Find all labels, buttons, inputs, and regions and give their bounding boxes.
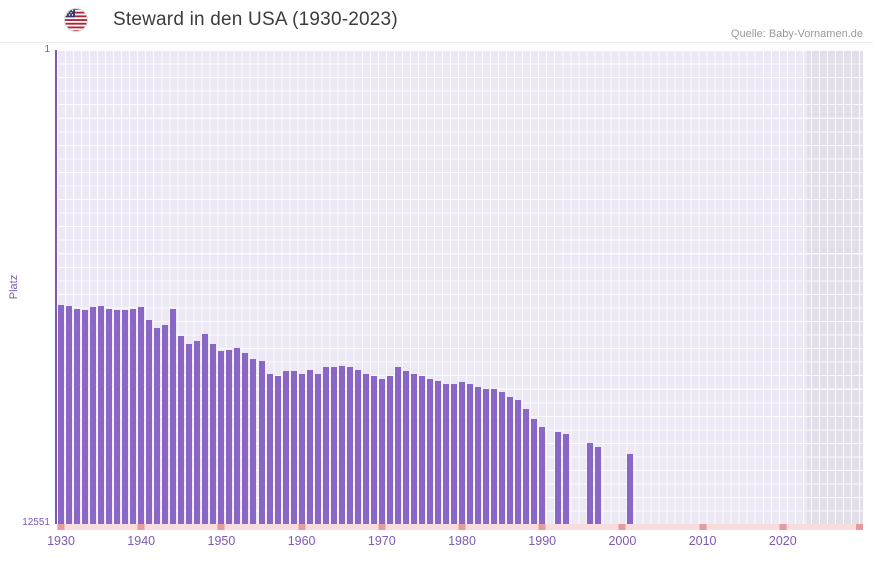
- bar-1984[interactable]: [491, 389, 498, 524]
- bar-1952[interactable]: [234, 347, 241, 524]
- bar-1956[interactable]: [266, 374, 273, 524]
- bar-1948[interactable]: [202, 334, 209, 524]
- x-tick-mark-2010: [699, 524, 707, 530]
- bar-1987[interactable]: [515, 399, 522, 524]
- bar-1961[interactable]: [306, 369, 313, 524]
- bar-1939[interactable]: [130, 308, 137, 524]
- x-tick-mark-2020: [779, 524, 787, 530]
- x-tick-1970: 1970: [367, 534, 396, 548]
- bar-1992[interactable]: [555, 431, 562, 524]
- bar-1936[interactable]: [106, 308, 113, 524]
- bar-1968[interactable]: [362, 374, 369, 524]
- bar-1942[interactable]: [154, 327, 161, 524]
- bar-1990[interactable]: [539, 427, 546, 524]
- bar-1931[interactable]: [66, 306, 73, 524]
- bar-1971[interactable]: [386, 376, 393, 524]
- bar-1986[interactable]: [507, 397, 514, 524]
- bar-1932[interactable]: [74, 308, 81, 524]
- bar-1949[interactable]: [210, 344, 217, 524]
- bar-2001[interactable]: [627, 454, 634, 524]
- bar-1996[interactable]: [587, 442, 594, 524]
- bar-1930[interactable]: [58, 304, 64, 524]
- bar-1950[interactable]: [218, 351, 225, 524]
- x-axis-labels: 1930 1940 1950 1960 1970 1980 1990 2000 2010 2020: [47, 534, 863, 552]
- x-tick-1980: 1980: [448, 534, 476, 548]
- bar-1935[interactable]: [98, 306, 105, 524]
- x-tick-1930: 1930: [47, 534, 75, 548]
- bar-1983[interactable]: [483, 389, 490, 524]
- bar-1982[interactable]: [475, 386, 482, 524]
- bar-1967[interactable]: [354, 369, 361, 524]
- x-tick-2010: 2010: [688, 534, 717, 548]
- bar-1960[interactable]: [298, 374, 305, 524]
- x-tick-mark-1950: [217, 524, 225, 530]
- x-tick-1950: 1950: [207, 534, 236, 548]
- x-axis-strip: [57, 524, 863, 530]
- x-tick-mark-1980: [458, 524, 466, 530]
- x-tick-mark-1990: [538, 524, 546, 530]
- x-tick-mark-1970: [378, 524, 386, 530]
- bar-1972[interactable]: [394, 367, 401, 524]
- bar-1993[interactable]: [563, 434, 570, 524]
- bar-1954[interactable]: [250, 359, 257, 524]
- x-tick-2000: 2000: [608, 534, 637, 548]
- bar-1975[interactable]: [418, 376, 425, 524]
- y-axis-title: Platz: [8, 274, 20, 300]
- bar-1981[interactable]: [467, 384, 474, 524]
- bar-1973[interactable]: [402, 371, 409, 524]
- source-credit: Quelle: Baby-Vornamen.de: [730, 28, 863, 40]
- bar-1946[interactable]: [186, 344, 193, 524]
- bar-1977[interactable]: [434, 381, 441, 524]
- bar-1997[interactable]: [595, 447, 602, 524]
- bar-1941[interactable]: [146, 319, 153, 524]
- bar-1959[interactable]: [290, 371, 297, 524]
- x-tick-1940: 1940: [127, 534, 156, 548]
- x-tick-mark-1940: [137, 524, 145, 530]
- y-tick-min: 12551: [22, 517, 50, 528]
- chart-area: [57, 50, 863, 524]
- bar-1933[interactable]: [82, 310, 89, 524]
- x-tick-2020: 2020: [768, 534, 797, 548]
- bar-1943[interactable]: [162, 324, 169, 524]
- bar-1976[interactable]: [426, 379, 433, 524]
- header: Steward in den USA (1930-2023): [0, 0, 873, 43]
- bar-1937[interactable]: [114, 310, 121, 524]
- bar-1985[interactable]: [499, 391, 506, 524]
- bar-1988[interactable]: [523, 409, 530, 524]
- bar-1989[interactable]: [531, 419, 538, 524]
- x-tick-mark-right-edge: [856, 524, 863, 530]
- bar-1970[interactable]: [378, 379, 385, 524]
- bar-1945[interactable]: [178, 336, 185, 524]
- bar-1953[interactable]: [242, 353, 249, 524]
- bar-1965[interactable]: [338, 366, 345, 524]
- us-flag-icon: [64, 8, 88, 32]
- x-tick-1990: 1990: [528, 534, 557, 548]
- x-tick-mark-2000: [618, 524, 626, 530]
- bar-1964[interactable]: [330, 367, 337, 524]
- x-tick-1960: 1960: [287, 534, 316, 548]
- bar-1969[interactable]: [370, 376, 377, 524]
- bar-1940[interactable]: [138, 307, 145, 524]
- bar-1957[interactable]: [274, 376, 281, 524]
- y-axis-line: [55, 50, 57, 524]
- bar-1955[interactable]: [258, 361, 265, 524]
- bar-1978[interactable]: [442, 384, 449, 524]
- bar-1938[interactable]: [122, 310, 129, 524]
- bar-1958[interactable]: [282, 371, 289, 524]
- bar-1974[interactable]: [410, 374, 417, 524]
- page-title: Steward in den USA (1930-2023): [113, 9, 398, 30]
- bar-1966[interactable]: [346, 367, 353, 524]
- bars-layer: [57, 50, 863, 524]
- x-tick-mark-1960: [298, 524, 306, 530]
- y-tick-max: 1: [44, 44, 50, 55]
- bar-1934[interactable]: [90, 307, 97, 524]
- bar-1944[interactable]: [170, 309, 177, 524]
- bar-1979[interactable]: [450, 384, 457, 524]
- bar-1951[interactable]: [226, 349, 233, 524]
- bar-1962[interactable]: [314, 374, 321, 524]
- x-tick-mark-1930: [57, 524, 65, 530]
- bar-1963[interactable]: [322, 367, 329, 524]
- bar-1980[interactable]: [459, 382, 465, 524]
- bar-1947[interactable]: [194, 341, 201, 524]
